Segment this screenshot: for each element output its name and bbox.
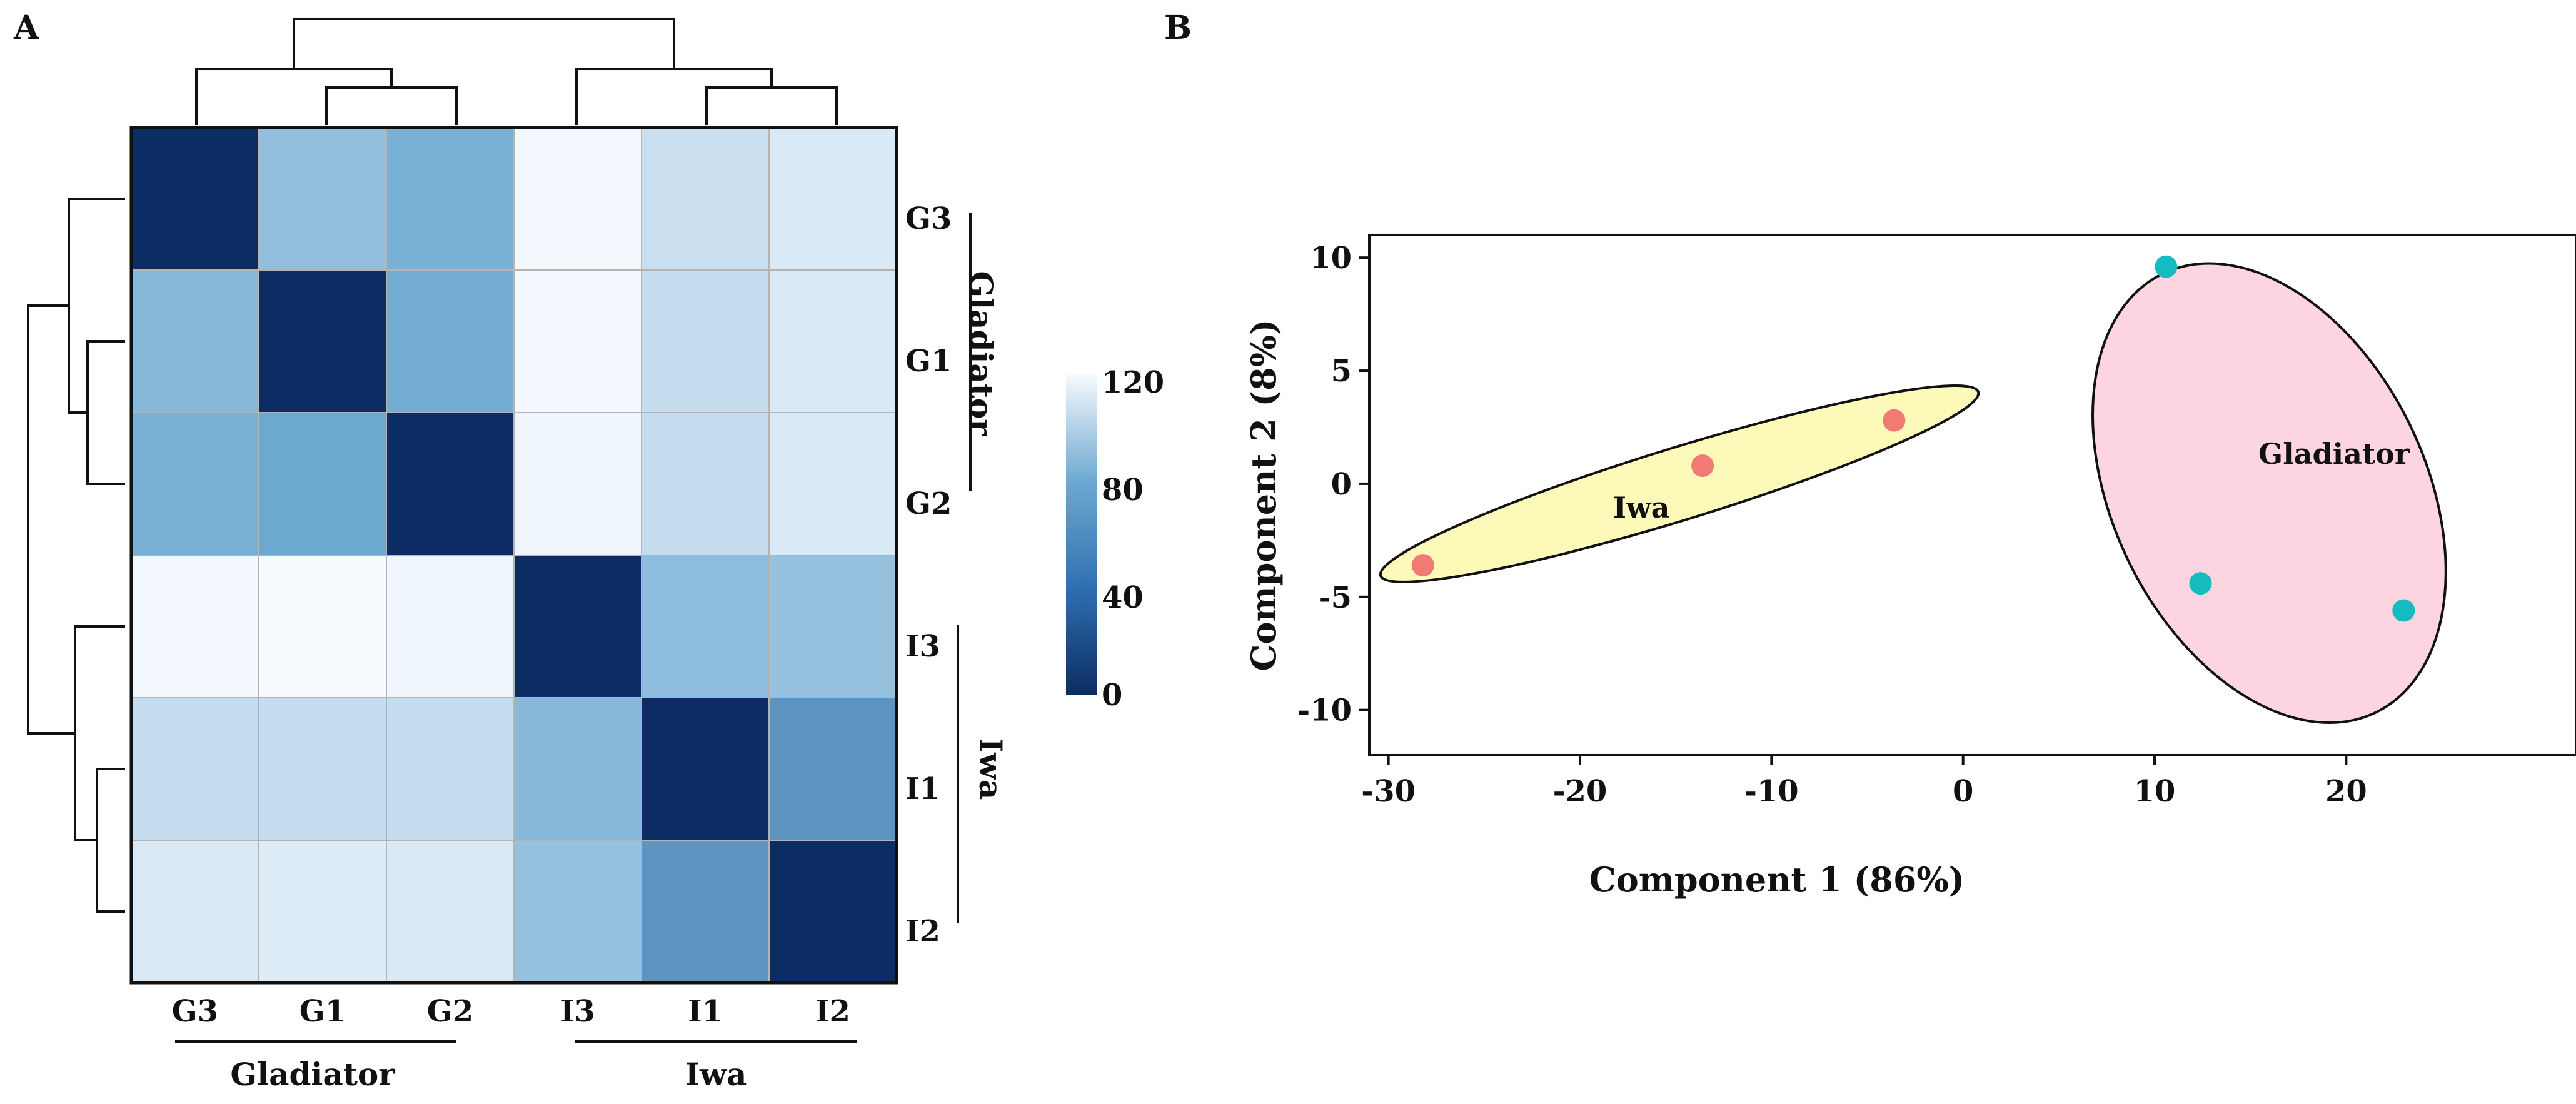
heatmap-cell-g3-i3 (513, 127, 642, 271)
heatmap-cell-g1-i2 (768, 269, 897, 413)
heatmap-cell-i2-g1 (258, 840, 387, 983)
scale-tick-0: 0 (1102, 678, 1122, 713)
pca-points (1411, 255, 2415, 622)
row-label-i1: I1 (905, 771, 940, 806)
heatmap-cell-g2-i1 (641, 412, 770, 556)
heatmap-cell-g2-i2 (768, 412, 897, 556)
heatmap-cell-g3-g2 (386, 127, 515, 271)
row-label-g2: G2 (905, 486, 952, 521)
heatmap-cell-i3-i2 (768, 555, 897, 698)
col-label-g3: G3 (172, 994, 218, 1029)
heatmap-cell-i3-i1 (641, 555, 770, 698)
cluster-ellipse-iwa (1379, 384, 1980, 583)
heatmap-column-labels: G3 G1 G2 I3 I1 I2 (172, 994, 850, 1029)
heatmap-cell-i2-i2 (768, 840, 897, 983)
row-label-i2: I2 (905, 914, 940, 949)
heatmap-cell-i1-i1 (641, 697, 770, 841)
heatmap-cell-g1-i1 (641, 269, 770, 413)
heatmap-cell-g1-i3 (513, 269, 642, 413)
plot-frame (1368, 234, 2576, 756)
heatmap-cell-g1-g1 (258, 269, 387, 413)
color-scale-ticks: 120 80 40 0 (1102, 365, 1164, 713)
row-dendrogram (27, 198, 125, 913)
row-label-g1: G1 (905, 344, 952, 379)
heatmap-cell-g2-g3 (131, 412, 259, 556)
y-tick-label: 10 (1310, 241, 1352, 276)
panel-a-label: A (13, 9, 39, 47)
x-tick-label: 20 (2325, 774, 2367, 809)
heatmap-cell-i2-g3 (131, 840, 259, 983)
heatmap-cell-i1-i2 (768, 697, 897, 841)
point-iwa-2 (1691, 454, 1714, 477)
point-gladiator-3 (2392, 599, 2415, 622)
point-gladiator-1 (2155, 255, 2178, 278)
heatmap-cell-i2-g2 (386, 840, 515, 983)
cluster-label-gladiator: Gladiator (2258, 437, 2410, 471)
col-label-i2: I2 (815, 994, 850, 1029)
col-label-g1: G1 (299, 994, 346, 1029)
heatmap-cells (131, 127, 897, 983)
heatmap-cell-i1-g2 (386, 697, 515, 841)
heatmap-cell-g2-g1 (258, 412, 387, 556)
heatmap-cell-g2-i3 (513, 412, 642, 556)
col-group-label-gladiator: Gladiator (230, 1056, 395, 1093)
heatmap-cell-i3-i3 (513, 555, 642, 698)
heatmap-cell-i1-g1 (258, 697, 387, 841)
point-gladiator-2 (2189, 572, 2212, 595)
y-tick-label: -5 (1319, 580, 1352, 615)
col-label-g2: G2 (427, 994, 473, 1029)
heatmap-cell-g3-g3 (131, 127, 259, 271)
x-tick-label: -10 (1744, 774, 1799, 809)
heatmap-cell-i3-g1 (258, 555, 387, 698)
y-tick-label: -10 (1297, 693, 1352, 728)
heatmap-cell-g1-g2 (386, 269, 515, 413)
cluster-label-iwa: Iwa (1613, 491, 1670, 524)
heatmap-cell-g2-g2 (386, 412, 515, 556)
heatmap-cell-i3-g2 (386, 555, 515, 698)
row-group-label-gladiator: Gladiator (963, 271, 1000, 436)
cluster-ellipse-gladiator (2091, 262, 2447, 724)
heatmap-row-labels: G3 G1 G2 I3 I1 I2 (905, 201, 952, 949)
color-scale-bar (1066, 374, 1097, 695)
heatmap-border (129, 126, 898, 985)
col-label-i3: I3 (560, 994, 595, 1029)
pca-clusters (1379, 262, 2447, 724)
heatmap-cell-g3-i2 (768, 127, 897, 271)
scale-tick-80: 80 (1102, 473, 1144, 508)
heatmap-cell-g1-g3 (131, 269, 259, 413)
heatmap-cell-g3-i1 (641, 127, 770, 271)
y-tick-label: 0 (1331, 467, 1352, 502)
scale-tick-40: 40 (1102, 580, 1144, 615)
heatmap-cell-g3-g1 (258, 127, 387, 271)
x-tick-label: 10 (2134, 774, 2176, 809)
column-dendrogram (195, 18, 838, 125)
col-group-label-iwa: Iwa (685, 1056, 747, 1093)
x-tick-label: 0 (1953, 774, 1973, 809)
row-label-i3: I3 (905, 629, 940, 664)
x-tick-label: -30 (1361, 774, 1416, 809)
x-tick-label: -20 (1553, 774, 1607, 809)
scale-tick-120: 120 (1102, 365, 1164, 400)
y-axis-title: Component 2 (8%) (1244, 319, 1284, 671)
x-axis-title: Component 1 (86%) (1589, 860, 1965, 900)
row-label-g3: G3 (905, 201, 952, 236)
heatmap-cell-i3-g3 (131, 555, 259, 698)
heatmap-cell-i1-i3 (513, 697, 642, 841)
point-iwa-1 (1411, 554, 1434, 577)
panel-b-label: B (1164, 9, 1192, 47)
y-tick-label: 5 (1331, 354, 1352, 389)
pca-axis-ticks: -30 -20 -10 0 10 20 10 5 0 -5 -10 (1297, 241, 2367, 809)
col-label-i1: I1 (688, 994, 723, 1029)
row-group-label-iwa: Iwa (972, 738, 1009, 800)
point-iwa-3 (1883, 409, 1906, 432)
heatmap-cell-i1-g3 (131, 697, 259, 841)
heatmap-cell-i2-i1 (641, 840, 770, 983)
heatmap-cell-i2-i3 (513, 840, 642, 983)
